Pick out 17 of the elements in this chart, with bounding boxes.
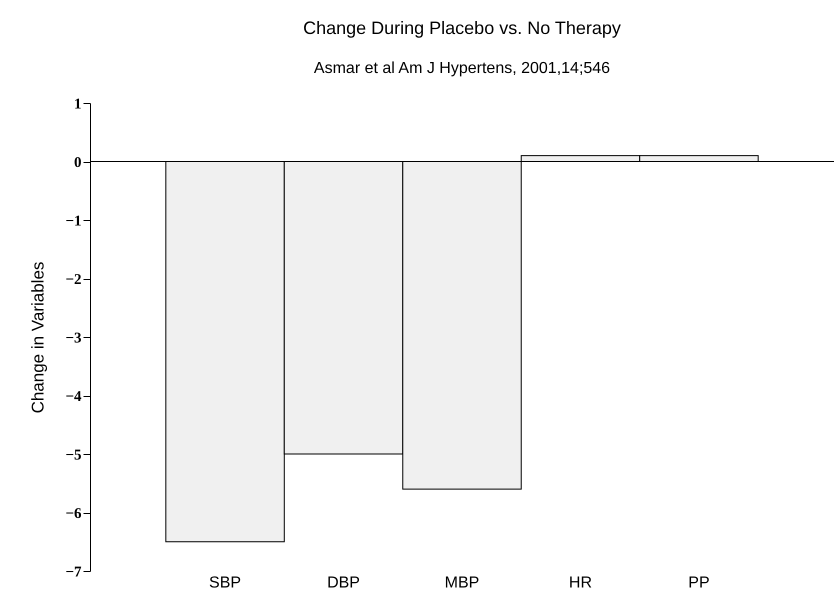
x-tick-label: HR <box>568 574 592 592</box>
y-axis-title: Change in Variables <box>28 262 48 414</box>
y-tick-label: −7 <box>65 564 82 580</box>
x-tick-label: DBP <box>327 574 360 592</box>
x-tick-label: SBP <box>209 574 242 592</box>
y-tick-label: 1 <box>74 96 82 112</box>
y-tick-label: −5 <box>65 448 82 464</box>
y-tick-label: −1 <box>65 214 82 230</box>
y-tick-label: −2 <box>65 272 82 288</box>
y-tick-label: −3 <box>65 330 82 346</box>
x-tick-label: MBP <box>444 574 480 592</box>
y-tick-label: −6 <box>65 506 82 522</box>
chart-title: Change During Placebo vs. No Therapy <box>303 18 621 38</box>
x-tick-label: PP <box>688 574 710 592</box>
chart-subtitle: Asmar et al Am J Hypertens, 2001,14;546 <box>314 60 610 77</box>
y-tick-label: 0 <box>74 155 82 171</box>
y-tick-label: −4 <box>65 389 82 405</box>
